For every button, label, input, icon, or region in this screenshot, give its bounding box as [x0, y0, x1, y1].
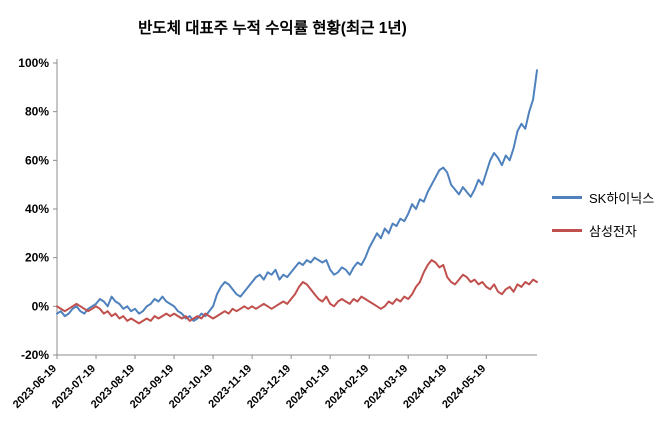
legend: SK하이닉스 삼성전자 [552, 188, 654, 240]
y-axis-labels: -20% 0% 20% 40% 60% 80% 100% [18, 56, 57, 362]
legend-label: 삼성전자 [589, 224, 637, 239]
svg-text:20%: 20% [25, 251, 49, 265]
axes [56, 59, 537, 356]
chart-title: 반도체 대표주 누적 수익률 현황(최근 1년) [138, 20, 407, 37]
x-axis-labels: 2023-06-192023-07-192023-08-192023-09-19… [11, 355, 488, 411]
svg-text:40%: 40% [25, 202, 49, 216]
svg-text:100%: 100% [18, 56, 49, 70]
svg-text:0%: 0% [32, 299, 50, 313]
legend-line-icon [552, 196, 582, 199]
svg-text:80%: 80% [25, 105, 49, 119]
svg-text:-20%: -20% [21, 348, 49, 362]
series-line-0 [56, 69, 538, 322]
legend-item-samsung: 삼성전자 [552, 221, 654, 240]
legend-item-sk-hynix: SK하이닉스 [552, 188, 654, 207]
svg-text:60%: 60% [25, 153, 49, 167]
legend-line-icon [552, 229, 582, 232]
series-line-1 [56, 259, 538, 325]
legend-label: SK하이닉스 [589, 191, 655, 206]
